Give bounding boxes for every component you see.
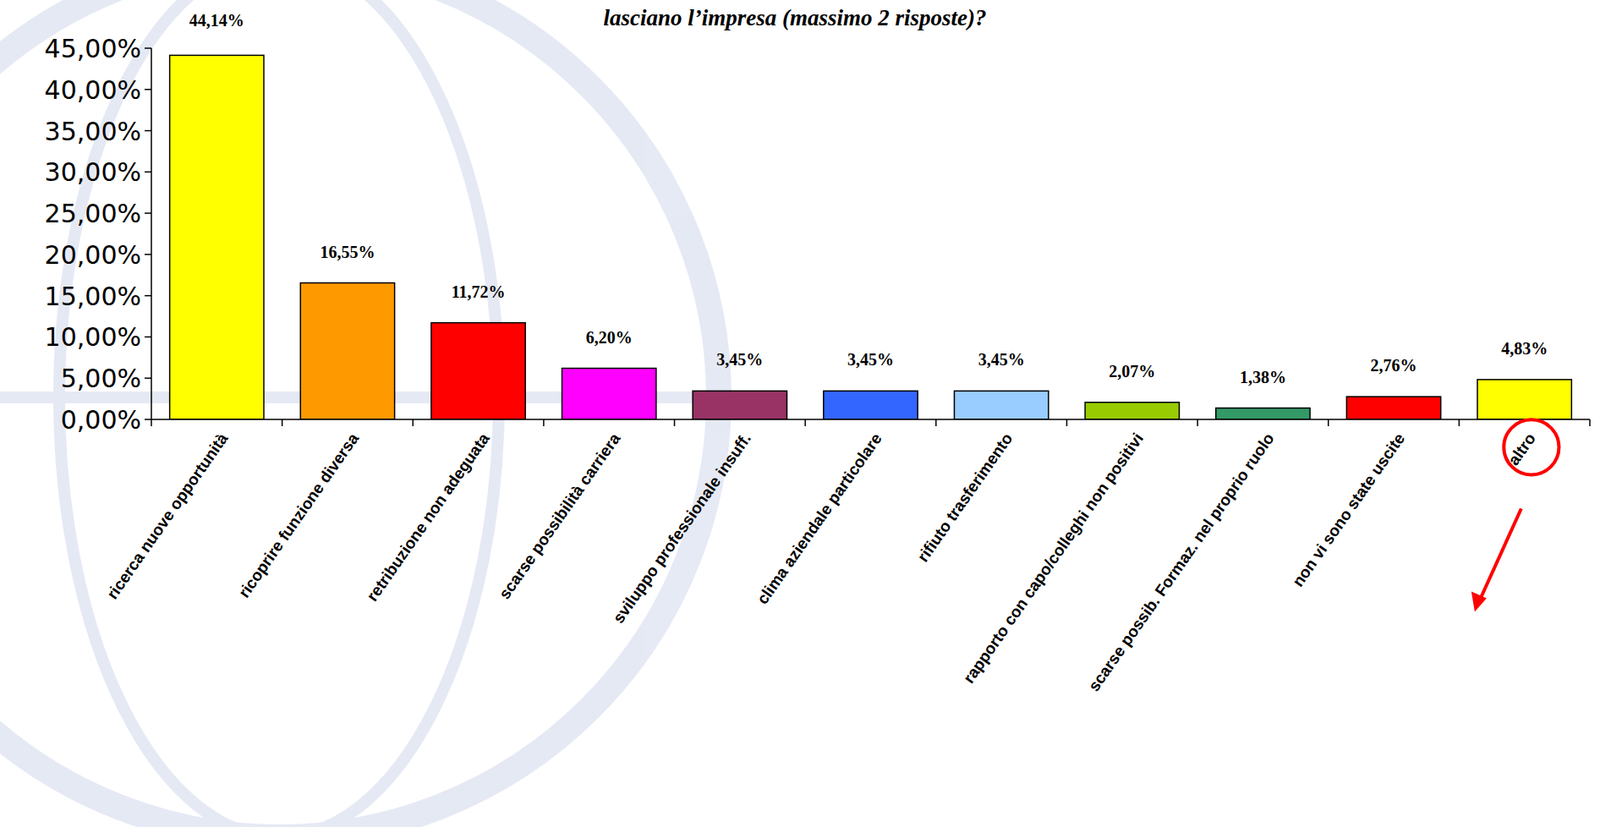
x-tick-label: scarse possibilità carriera bbox=[495, 429, 625, 603]
x-tick-label: non vi sono state uscite bbox=[1288, 429, 1409, 590]
chart-title: lasciano l’impresa (massimo 2 risposte)? bbox=[602, 5, 987, 31]
x-tick-label: scarse possib. Formaz. nel proprio ruolo bbox=[1084, 429, 1278, 695]
x-tick bbox=[281, 419, 284, 427]
x-tick-label: ricerca nuove opportunità bbox=[103, 429, 232, 603]
bar bbox=[692, 390, 787, 420]
y-tick bbox=[144, 212, 152, 214]
y-tick bbox=[144, 253, 152, 256]
x-tick bbox=[1196, 419, 1199, 427]
x-tick bbox=[673, 419, 676, 427]
x-tick bbox=[1458, 419, 1461, 427]
x-tick bbox=[1327, 419, 1330, 427]
x-tick bbox=[1066, 419, 1069, 427]
y-tick bbox=[144, 336, 152, 339]
data-label: 44,14% bbox=[189, 10, 245, 30]
chart: lasciano l’impresa (massimo 2 risposte)?… bbox=[0, 0, 1600, 827]
y-tick bbox=[144, 171, 152, 174]
x-tick bbox=[1589, 419, 1591, 427]
y-tick-label: 5,00% bbox=[60, 363, 142, 394]
x-tick bbox=[412, 419, 415, 427]
data-label: 2,76% bbox=[1370, 356, 1418, 375]
x-tick bbox=[935, 419, 937, 427]
bar bbox=[169, 54, 264, 420]
bar bbox=[823, 390, 918, 420]
bar bbox=[953, 390, 1048, 420]
y-tick-label: 20,00% bbox=[44, 240, 142, 270]
data-label: 3,45% bbox=[978, 350, 1025, 369]
y-tick-label: 15,00% bbox=[44, 281, 142, 312]
data-label: 2,07% bbox=[1108, 361, 1156, 381]
bar bbox=[1216, 408, 1310, 420]
x-axis-line bbox=[151, 418, 1590, 421]
bar bbox=[431, 323, 526, 420]
highlight-arrow bbox=[1479, 508, 1522, 600]
y-tick-label: 35,00% bbox=[44, 116, 142, 147]
y-tick-label: 25,00% bbox=[44, 198, 142, 229]
data-label: 3,45% bbox=[716, 350, 763, 369]
bar bbox=[562, 368, 657, 420]
x-tick bbox=[542, 419, 545, 427]
background-globe bbox=[0, 0, 719, 827]
y-tick-label: 10,00% bbox=[44, 322, 142, 352]
y-tick bbox=[144, 295, 152, 297]
highlight-arrowhead bbox=[1471, 591, 1487, 612]
data-label: 6,20% bbox=[586, 328, 633, 347]
y-tick-label: 45,00% bbox=[44, 33, 142, 64]
y-tick bbox=[144, 418, 152, 421]
globe-ring bbox=[0, 0, 719, 827]
x-tick bbox=[150, 419, 153, 427]
x-tick-label: sviluppo professionale insuff. bbox=[609, 429, 756, 627]
bars bbox=[169, 54, 1573, 420]
data-label: 11,72% bbox=[451, 282, 506, 302]
highlight-circle bbox=[1503, 419, 1559, 475]
x-tick-label: clima aziendale particolare bbox=[753, 429, 886, 608]
x-tick-label: ricoprire funzione diversa bbox=[235, 429, 363, 602]
y-tick-label: 0,00% bbox=[60, 405, 142, 435]
bar bbox=[300, 283, 395, 420]
bar bbox=[1084, 402, 1179, 420]
x-tick bbox=[804, 419, 806, 427]
x-tick-label: retribuzione non adeguata bbox=[362, 429, 494, 605]
bar bbox=[1346, 396, 1441, 420]
data-label: 1,38% bbox=[1239, 367, 1287, 387]
data-label: 16,55% bbox=[319, 242, 375, 262]
data-label: 3,45% bbox=[847, 350, 894, 369]
y-tick-label: 30,00% bbox=[44, 157, 142, 187]
y-tick bbox=[144, 377, 152, 379]
x-tick-label: rifiuto trasferimento bbox=[914, 429, 1017, 565]
y-tick bbox=[144, 88, 152, 91]
y-tick bbox=[144, 130, 152, 132]
y-axis-line bbox=[150, 48, 153, 420]
y-tick-label: 40,00% bbox=[44, 75, 142, 105]
data-label: 4,83% bbox=[1501, 339, 1548, 358]
bar bbox=[1477, 379, 1572, 420]
y-tick bbox=[144, 47, 152, 50]
